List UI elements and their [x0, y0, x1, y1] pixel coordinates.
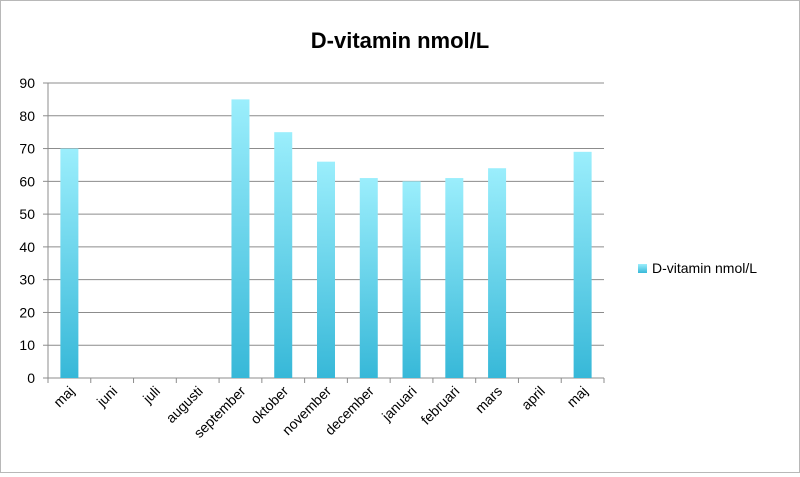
x-tick-label: maj — [563, 383, 590, 410]
bar — [317, 161, 335, 378]
y-tick-label: 70 — [19, 141, 35, 157]
bar — [402, 181, 421, 378]
legend-label: D-vitamin nmol/L — [652, 260, 757, 276]
y-tick-label: 90 — [19, 75, 35, 91]
y-tick-label: 50 — [19, 206, 35, 222]
x-tick-label: januari — [378, 383, 420, 425]
bar — [445, 178, 464, 378]
y-tick-label: 0 — [27, 370, 35, 386]
x-tick-label: april — [518, 383, 548, 413]
x-tick-label: juni — [93, 383, 120, 410]
legend-swatch — [638, 264, 647, 273]
x-tick-label: mars — [472, 383, 505, 416]
y-tick-label: 30 — [19, 272, 35, 288]
y-tick-label: 10 — [19, 337, 35, 353]
bar — [274, 132, 293, 378]
bar — [488, 168, 507, 378]
bar — [231, 99, 250, 378]
bar — [60, 148, 79, 378]
bar — [359, 178, 378, 378]
bar — [573, 151, 592, 378]
x-tick-label: maj — [50, 383, 77, 410]
x-tick-label: juli — [139, 383, 163, 407]
x-tick-label: februari — [418, 383, 463, 428]
y-tick-label: 60 — [19, 173, 35, 189]
y-tick-label: 20 — [19, 304, 35, 320]
chart-title: D-vitamin nmol/L — [311, 28, 489, 53]
y-tick-label: 80 — [19, 108, 35, 124]
y-tick-label: 40 — [19, 239, 35, 255]
